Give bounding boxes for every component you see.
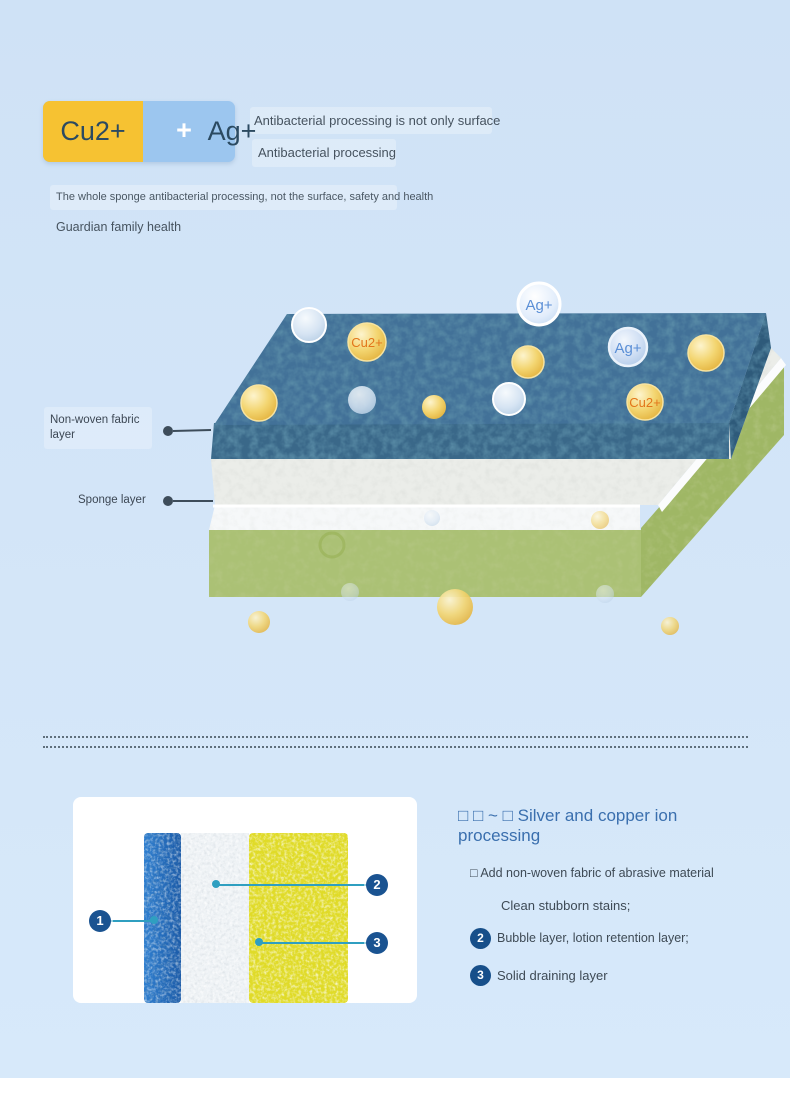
- footer-white-strip: [0, 1078, 790, 1116]
- ion-ball: [687, 334, 725, 372]
- svg-text:Ag+: Ag+: [614, 340, 641, 357]
- ion-ball: [661, 617, 679, 635]
- section-title: □ □ ~ □ Silver and copper ion processing: [458, 806, 678, 845]
- divider-dotted-line: [43, 746, 748, 748]
- ion-ball: [240, 384, 278, 422]
- ag-ion-ball: Ag+: [516, 281, 562, 327]
- list-item: Bubble layer, lotion retention layer;: [497, 931, 689, 945]
- sponge-layer-label: Sponge layer: [78, 494, 146, 506]
- list-item: Clean stubborn stains;: [501, 898, 631, 913]
- marker2-dot: [212, 880, 220, 888]
- list-item: Solid draining layer: [497, 968, 608, 983]
- ion-ball: [341, 583, 359, 601]
- sponge-layers-diagram: Cu2+ Ag+ Ag+ Cu2+: [163, 281, 786, 635]
- bubble-white-band: [181, 833, 249, 1003]
- plus-icon: +: [176, 115, 192, 145]
- draining-yellow-band: [249, 833, 348, 1003]
- ion-ball: [511, 345, 545, 379]
- ion-ball: [348, 386, 376, 414]
- marker1-line: [109, 920, 156, 922]
- ion-badge-yellow-half: [43, 101, 143, 162]
- ion-badge: Cu2+ + Ag+: [43, 101, 256, 162]
- ion-ball: [291, 307, 327, 343]
- image-marker-1: 1: [89, 910, 111, 932]
- ion-ball: [424, 510, 440, 526]
- sponge-callout-line: [163, 496, 213, 506]
- tagline-highlight: [250, 107, 492, 134]
- non-woven-callout-line: [163, 426, 212, 436]
- cu-ion-label: Cu2+: [60, 116, 126, 146]
- svg-text:Cu2+: Cu2+: [351, 335, 382, 350]
- sponge-cross-section-image: [144, 833, 348, 1003]
- list-marker-2: 2: [470, 928, 491, 949]
- ag-ion-label: Ag+: [207, 116, 257, 146]
- image-marker-2: 2: [366, 874, 388, 896]
- image-marker-3: 3: [366, 932, 388, 954]
- tagline-secondary: Antibacterial processing: [258, 145, 397, 160]
- svg-text:Cu2+: Cu2+: [629, 395, 660, 410]
- tagline-highlight-2: [252, 139, 396, 167]
- cu-ion-ball-2: Cu2+: [626, 383, 664, 421]
- description-highlight: [50, 185, 397, 210]
- cu-ion-ball: Cu2+: [347, 322, 387, 362]
- ion-ball: [591, 511, 609, 529]
- list-item: □ Add non-woven fabric of abrasive mater…: [470, 866, 714, 880]
- non-woven-layer-front: [211, 421, 729, 459]
- sponge-photo-card: [73, 797, 417, 1003]
- non-woven-layer-top: [214, 313, 766, 425]
- ion-ball: [492, 382, 526, 416]
- base-layer-front: [209, 530, 641, 597]
- list-marker-3: 3: [470, 965, 491, 986]
- marker3-dot: [255, 938, 263, 946]
- non-woven-layer-label: Non-woven fabric layer: [50, 414, 140, 441]
- ion-ball: [318, 531, 346, 559]
- marker3-line: [259, 942, 367, 944]
- ion-ball: [437, 589, 473, 625]
- marker1-dot: [150, 916, 158, 924]
- tagline-primary: Antibacterial processing is not only sur…: [254, 113, 501, 128]
- ion-ball: [248, 611, 270, 633]
- marker2-line: [216, 884, 367, 886]
- ag-ion-ball-2: Ag+: [607, 326, 649, 368]
- label-highlight: [44, 407, 152, 449]
- divider-dotted-line: [43, 736, 748, 738]
- ion-ball: [596, 585, 614, 603]
- description-text: The whole sponge antibacterial processin…: [56, 191, 434, 203]
- svg-text:Ag+: Ag+: [525, 297, 552, 314]
- ion-ball: [422, 395, 446, 419]
- sub-description-text: Guardian family health: [56, 220, 182, 234]
